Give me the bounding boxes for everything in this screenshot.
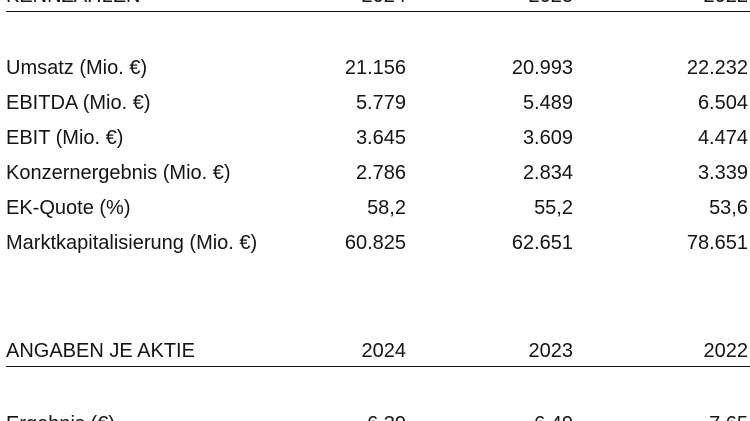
value-cell: 7,65 <box>709 412 748 421</box>
value-cell: 6,39 <box>367 412 406 421</box>
value-cell: 3.339 <box>697 162 748 184</box>
value-cell: 20.993 <box>511 57 573 79</box>
value-cell: 58,2 <box>367 197 406 219</box>
row-label: EBIT (Mio. €) <box>6 127 124 149</box>
value-cell: 5.779 <box>355 92 406 114</box>
row-label: Umsatz (Mio. €) <box>6 57 148 79</box>
row-label: Marktkapitalisierung (Mio. €) <box>6 232 258 254</box>
value-cell: 78.651 <box>686 232 748 254</box>
value-cell: 2.834 <box>522 162 573 184</box>
year-header: 2022 <box>703 340 749 362</box>
row-label: EBITDA (Mio. €) <box>6 92 151 114</box>
value-cell: 60.825 <box>344 232 406 254</box>
year-header: 2022 <box>704 0 749 8</box>
value-cell: 62.651 <box>511 232 573 254</box>
year-header: 2023 <box>528 340 574 362</box>
year-header: 2023 <box>529 0 574 8</box>
row-label: Konzernergebnis (Mio. €) <box>6 162 231 184</box>
value-cell: 4.474 <box>697 127 748 149</box>
value-cell: 5.489 <box>522 92 573 114</box>
year-header: 2024 <box>362 0 407 8</box>
value-cell: 2.786 <box>355 162 406 184</box>
value-cell: 22.232 <box>686 57 748 79</box>
value-cell: 55,2 <box>534 197 573 219</box>
table-title: ANGABEN JE AKTIE <box>6 340 195 362</box>
value-cell: 6.504 <box>697 92 748 114</box>
value-cell: 3.645 <box>355 127 406 149</box>
value-cell: 3.609 <box>522 127 573 149</box>
table-title: KENNZAHLEN <box>6 0 140 8</box>
value-cell: 21.156 <box>344 57 406 79</box>
row-label: EK-Quote (%) <box>6 197 131 219</box>
value-cell: 53,6 <box>709 197 748 219</box>
header-rule <box>6 366 750 367</box>
year-header: 2024 <box>361 340 407 362</box>
row-label: Ergebnis (€) <box>6 412 115 421</box>
value-cell: 6,49 <box>534 412 573 421</box>
header-rule <box>6 11 750 12</box>
